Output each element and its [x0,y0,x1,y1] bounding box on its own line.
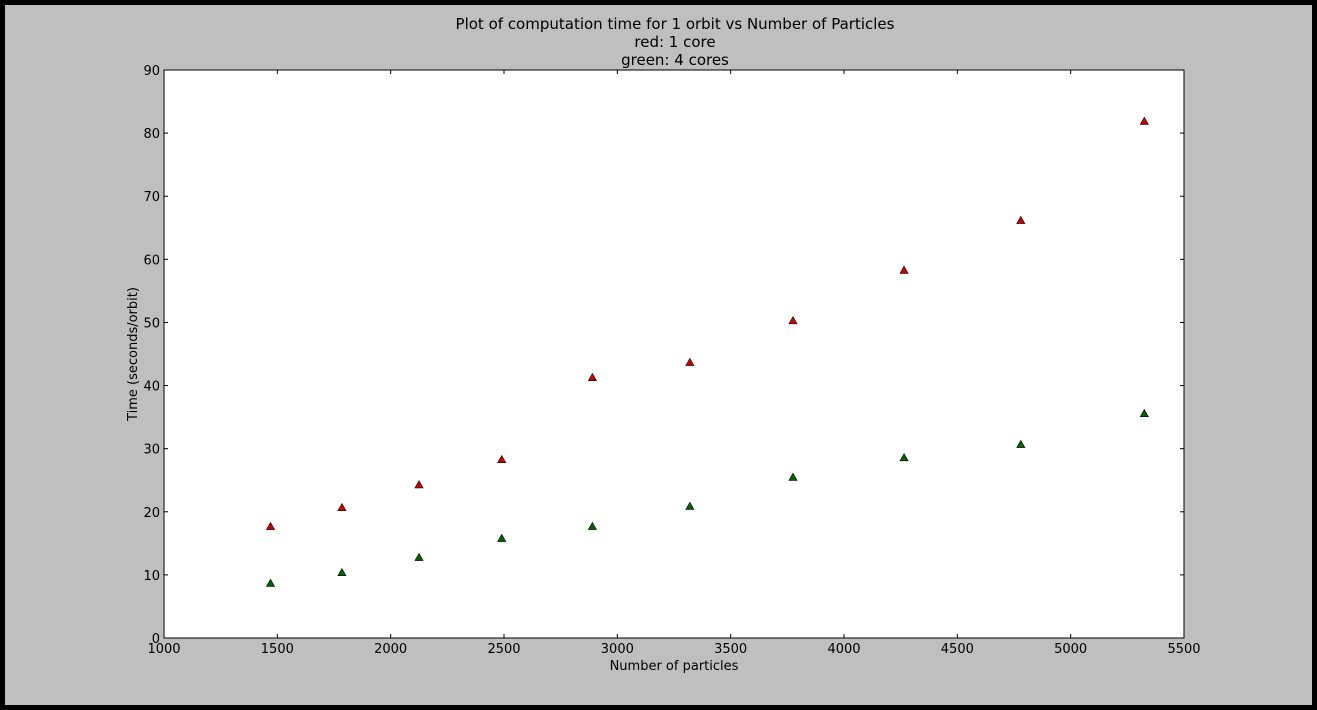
data-point-series-1 [685,357,695,366]
chart-title-line-2: red: 1 core [634,33,715,51]
y-tick-label: 50 [143,316,160,331]
y-tick-label: 70 [143,190,160,205]
data-point-series-2 [788,472,798,481]
x-tick-label: 3000 [601,642,634,657]
x-tick-label: 2500 [487,642,520,657]
data-point-series-1 [788,316,798,325]
y-tick-label: 90 [143,64,160,79]
y-tick-label: 30 [143,443,160,458]
y-tick-label: 60 [143,253,160,268]
data-point-series-2 [587,521,597,530]
x-axis-ticks: 1000 1500 2000 2500 3000 3500 4000 4500 5000 5500 [147,70,1201,657]
data-point-series-2 [899,453,909,462]
data-point-series-2 [1139,408,1149,417]
data-point-series-1 [899,265,909,274]
y-tick-label: 10 [143,569,160,584]
y-tick-label: 80 [143,127,160,142]
data-point-series-2 [497,533,507,542]
x-tick-label: 1000 [147,642,180,657]
data-point-series-1 [414,480,424,489]
x-tick-label: 1500 [261,642,294,657]
x-tick-label: 4500 [941,642,974,657]
data-point-series-1 [1016,215,1026,224]
data-point-series-2 [1016,439,1026,448]
x-tick-label: 5500 [1167,642,1200,657]
data-point-series-2 [337,567,347,576]
data-point-series-1 [1139,116,1149,125]
y-axis-ticks: 0 10 20 30 40 50 60 70 80 90 [143,64,1184,647]
x-tick-label: 3500 [714,642,747,657]
data-markers [265,116,1149,587]
scatter-chart: Plot of computation time for 1 orbit vs … [126,15,1201,674]
figure-canvas: Plot of computation time for 1 orbit vs … [5,5,1312,705]
y-tick-label: 20 [143,506,160,521]
y-tick-label: 40 [143,380,160,395]
x-axis-label: Number of particles [610,659,739,674]
data-point-series-1 [497,454,507,464]
data-point-series-1 [587,372,597,381]
plot-area [163,69,1185,639]
data-point-series-1 [265,521,276,530]
x-tick-label: 4000 [827,642,860,657]
chart-title-line-1: Plot of computation time for 1 orbit vs … [456,15,895,33]
data-point-series-1 [337,502,347,511]
x-tick-label: 2000 [374,642,407,657]
data-point-series-2 [265,578,276,587]
y-tick-label: 0 [152,632,160,647]
data-point-series-2 [685,501,695,510]
data-point-series-2 [414,552,424,561]
x-tick-label: 5000 [1054,642,1087,657]
chart-title-line-3: green: 4 cores [621,51,729,69]
y-axis-label: Time (seconds/orbit) [126,287,141,422]
